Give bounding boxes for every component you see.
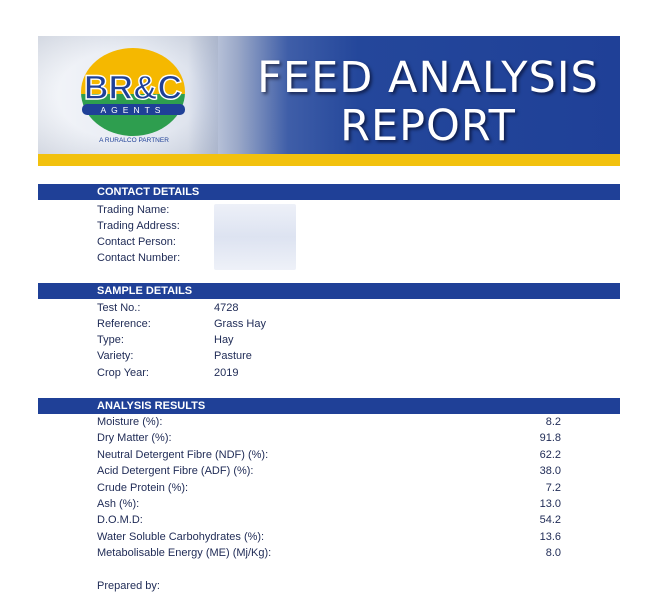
contact-row: Contact Person:: [97, 234, 567, 250]
prepared-by-label: Prepared by:: [97, 580, 160, 592]
contact-label: Contact Person:: [97, 236, 176, 248]
analysis-row: Moisture (%): 8.2: [97, 414, 567, 430]
analysis-label: Acid Detergent Fibre (ADF) (%):: [97, 465, 254, 477]
sample-value: 4728: [214, 302, 239, 314]
report-title-line2: REPORT: [340, 101, 516, 151]
sample-value: Grass Hay: [214, 318, 266, 330]
analysis-label: Dry Matter (%):: [97, 432, 172, 444]
analysis-results-heading: ANALYSIS RESULTS: [97, 400, 206, 412]
contact-details-header: CONTACT DETAILS: [38, 184, 620, 200]
logo-tagline: A RURALCO PARTNER: [99, 137, 169, 144]
analysis-value: 8.2: [545, 416, 561, 428]
logo-sub-text: AGENTS: [101, 105, 166, 115]
analysis-row: Water Soluble Carbohydrates (%): 13.6: [97, 529, 567, 545]
analysis-value: 13.0: [539, 498, 561, 510]
analysis-row: Metabolisable Energy (ME) (Mj/Kg): 8.0: [97, 545, 567, 561]
analysis-row: D.O.M.D: 54.2: [97, 512, 567, 528]
contact-row: Contact Number:: [97, 250, 567, 266]
banner-yellow-stripe: [38, 154, 620, 166]
sample-row: Type: Hay: [97, 332, 567, 348]
analysis-label: Water Soluble Carbohydrates (%):: [97, 531, 265, 543]
analysis-label: Crude Protein (%):: [97, 482, 189, 494]
report-title: FEED ANALYSIS REPORT: [238, 54, 618, 150]
sample-label: Reference:: [97, 318, 151, 330]
analysis-value: 38.0: [539, 465, 561, 477]
analysis-value: 8.0: [545, 547, 561, 559]
contact-row: Trading Address:: [97, 218, 567, 234]
sample-row: Variety: Pasture: [97, 348, 567, 364]
sample-row: Reference: Grass Hay: [97, 316, 567, 332]
analysis-value: 13.6: [539, 531, 561, 543]
analysis-label: Metabolisable Energy (ME) (Mj/Kg):: [97, 547, 272, 559]
analysis-value: 54.2: [539, 514, 561, 526]
analysis-value: 62.2: [539, 449, 561, 461]
analysis-row: Crude Protein (%): 7.2: [97, 480, 567, 496]
report-banner: BR&C AGENTS A RURALCO PARTNER FEED ANALY…: [38, 36, 620, 154]
sample-value: 2019: [214, 367, 239, 379]
sample-label: Variety:: [97, 350, 134, 362]
sample-label: Test No.:: [97, 302, 141, 314]
sample-value: Pasture: [214, 350, 252, 362]
contact-label: Trading Name:: [97, 204, 170, 216]
sample-row: Test No.: 4728: [97, 300, 567, 316]
sample-details-heading: SAMPLE DETAILS: [97, 285, 193, 297]
contact-row: Trading Name:: [97, 202, 567, 218]
analysis-row: Neutral Detergent Fibre (NDF) (%): 62.2: [97, 447, 567, 463]
sample-label: Crop Year:: [97, 367, 149, 379]
contact-label: Contact Number:: [97, 252, 181, 264]
analysis-value: 7.2: [545, 482, 561, 494]
analysis-label: Ash (%):: [97, 498, 140, 510]
contact-label: Trading Address:: [97, 220, 180, 232]
analysis-label: Moisture (%):: [97, 416, 163, 428]
analysis-value: 91.8: [539, 432, 561, 444]
redacted-contact-block: [214, 204, 296, 270]
analysis-label: Neutral Detergent Fibre (NDF) (%):: [97, 449, 269, 461]
analysis-row: Ash (%): 13.0: [97, 496, 567, 512]
report-title-line1: FEED ANALYSIS: [257, 53, 599, 103]
brc-logo: BR&C AGENTS A RURALCO PARTNER: [81, 48, 185, 144]
analysis-results-header: ANALYSIS RESULTS: [38, 398, 620, 414]
contact-details-heading: CONTACT DETAILS: [97, 186, 200, 198]
sample-label: Type:: [97, 334, 124, 346]
sample-details-header: SAMPLE DETAILS: [38, 283, 620, 299]
logo-main-text: BR&C: [84, 69, 182, 107]
sample-value: Hay: [214, 334, 234, 346]
analysis-row: Dry Matter (%): 91.8: [97, 430, 567, 446]
analysis-label: D.O.M.D:: [97, 514, 143, 526]
analysis-row: Acid Detergent Fibre (ADF) (%): 38.0: [97, 463, 567, 479]
sample-row: Crop Year: 2019: [97, 365, 567, 381]
